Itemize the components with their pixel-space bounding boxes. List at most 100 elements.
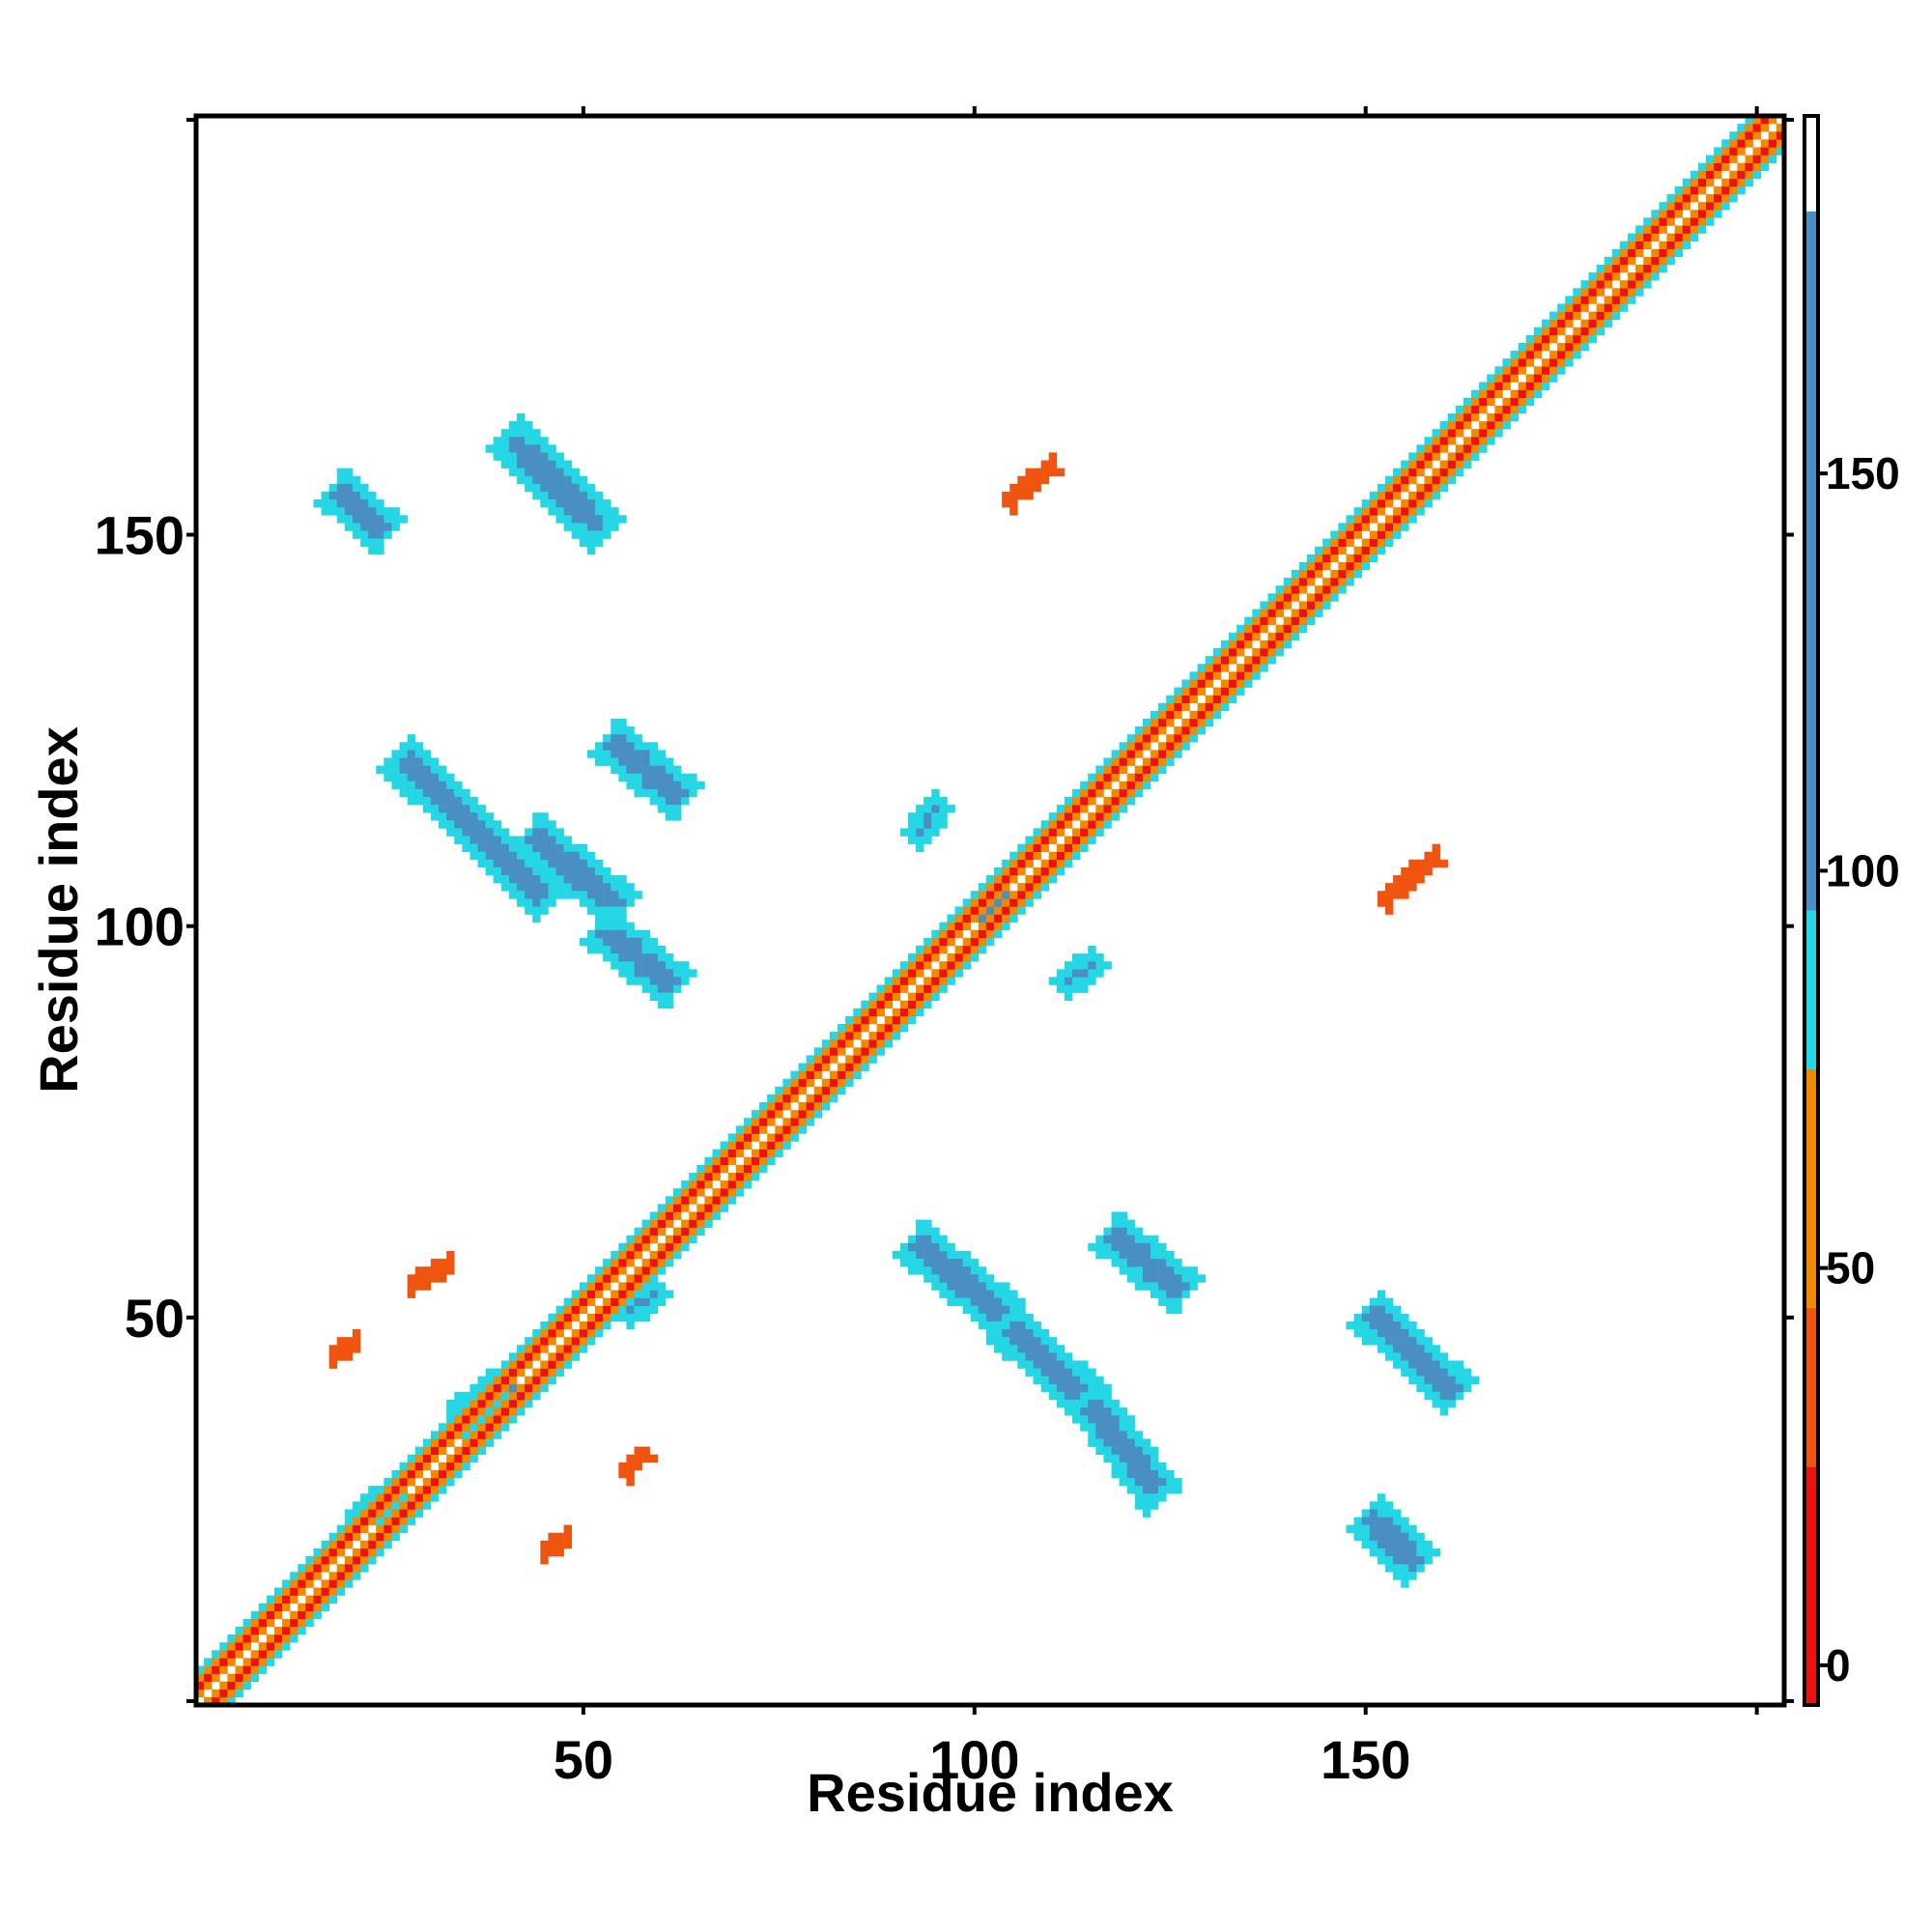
heatmap-cell: [790, 1110, 799, 1119]
heatmap-cell: [665, 1251, 674, 1260]
heatmap-cell: [985, 1329, 995, 1338]
heatmap-cell: [1111, 805, 1120, 813]
heatmap-cell: [798, 1118, 807, 1126]
heatmap-cell: [1721, 178, 1730, 187]
heatmap-cell: [931, 1251, 940, 1260]
heatmap-cell: [845, 1039, 854, 1048]
heatmap-cell: [1080, 820, 1089, 829]
heatmap-cell: [1166, 1297, 1175, 1307]
heatmap-cell: [626, 1462, 635, 1471]
heatmap-cell: [500, 1423, 510, 1432]
heatmap-cell: [571, 530, 581, 539]
heatmap-cell: [446, 1399, 455, 1408]
heatmap-cell: [462, 1423, 470, 1432]
heatmap-cell: [853, 1047, 862, 1056]
heatmap-cell: [422, 1438, 432, 1447]
heatmap-cell: [1095, 820, 1104, 829]
heatmap-cell: [947, 922, 955, 931]
heatmap-cell: [775, 1086, 783, 1095]
heatmap-cell: [704, 1156, 713, 1166]
heatmap-cell: [1151, 726, 1159, 735]
heatmap-cell: [1181, 679, 1190, 688]
heatmap-cell: [962, 1305, 972, 1315]
heatmap-cell: [626, 1469, 635, 1479]
heatmap-cell: [1275, 585, 1284, 594]
heatmap-cell: [696, 1172, 705, 1181]
heatmap-cell: [618, 922, 627, 931]
heatmap-cell: [586, 906, 596, 915]
heatmap-cell: [525, 1352, 533, 1361]
heatmap-cell: [1502, 382, 1511, 390]
heatmap-cell: [829, 1032, 838, 1040]
heatmap-cell: [1471, 444, 1480, 453]
heatmap-cell: [532, 491, 541, 500]
heatmap-cell: [313, 1610, 322, 1620]
heatmap-cell: [681, 977, 690, 985]
heatmap-cell: [1384, 1297, 1394, 1307]
heatmap-cell: [1338, 578, 1347, 586]
heatmap-cell: [1158, 1251, 1167, 1260]
heatmap-cell: [500, 437, 510, 445]
heatmap-cell: [1134, 1438, 1144, 1447]
heatmap-cell: [985, 1290, 995, 1298]
heatmap-cell: [947, 805, 955, 813]
heatmap-cell: [430, 797, 440, 806]
heatmap-cell: [595, 1305, 604, 1315]
heatmap-cell: [649, 1211, 659, 1220]
heatmap-cell: [1111, 757, 1120, 766]
heatmap-cell: [727, 1172, 737, 1181]
heatmap-cell: [1166, 718, 1175, 727]
heatmap-cell: [1369, 1540, 1378, 1549]
heatmap-cell: [1025, 1345, 1034, 1353]
heatmap-cell: [1525, 397, 1535, 407]
heatmap-cell: [1549, 351, 1558, 359]
heatmap-cell: [1017, 867, 1026, 876]
heatmap-cell: [586, 499, 596, 508]
heatmap-cell: [469, 851, 478, 861]
heatmap-cell: [767, 1118, 776, 1126]
heatmap-cell: [1737, 178, 1746, 187]
heatmap-cell: [1033, 1321, 1041, 1330]
heatmap-cell: [454, 828, 463, 837]
heatmap-cell: [266, 1618, 275, 1628]
heatmap-cell: [1384, 1540, 1394, 1549]
heatmap-cell: [1158, 742, 1167, 751]
heatmap-cell: [1455, 468, 1464, 477]
heatmap-cell: [446, 773, 455, 782]
heatmap-cell: [681, 1180, 690, 1189]
heatmap-cell: [384, 1493, 392, 1502]
heatmap-cell: [665, 1204, 674, 1212]
heatmap-cell: [439, 797, 447, 806]
heatmap-cell: [555, 1329, 564, 1338]
heatmap-cell: [752, 1125, 760, 1134]
heatmap-cell: [1401, 1540, 1409, 1549]
heatmap-cell: [1666, 202, 1675, 211]
heatmap-cell: [1244, 624, 1253, 634]
heatmap-cell: [454, 1391, 463, 1401]
heatmap-cell: [563, 1360, 573, 1369]
heatmap-cell: [1401, 1532, 1409, 1542]
heatmap-cell: [477, 812, 486, 821]
heatmap-cell: [1659, 217, 1667, 226]
heatmap-cell: [970, 953, 980, 962]
heatmap-cell: [626, 977, 635, 985]
heatmap-cell: [1346, 1321, 1354, 1330]
heatmap-cell: [681, 1219, 690, 1228]
heatmap-cell: [360, 515, 369, 524]
heatmap-cell: [1229, 687, 1237, 696]
heatmap-cell: [1142, 1274, 1151, 1283]
heatmap-cell: [1151, 1478, 1159, 1487]
heatmap-cell: [352, 1572, 361, 1580]
heatmap-cell: [1384, 883, 1394, 892]
heatmap-cell: [391, 1478, 400, 1487]
heatmap-cell: [759, 1149, 768, 1158]
heatmap-cell: [1714, 210, 1722, 218]
heatmap-cell: [313, 1587, 322, 1596]
heatmap-cell: [540, 1337, 549, 1346]
heatmap-cell: [586, 875, 596, 884]
heatmap-cell: [1017, 1305, 1026, 1315]
heatmap-cell: [767, 1156, 776, 1166]
heatmap-cell: [1158, 1469, 1167, 1479]
heatmap-cell: [1393, 515, 1402, 524]
heatmap-cell: [321, 1603, 329, 1612]
